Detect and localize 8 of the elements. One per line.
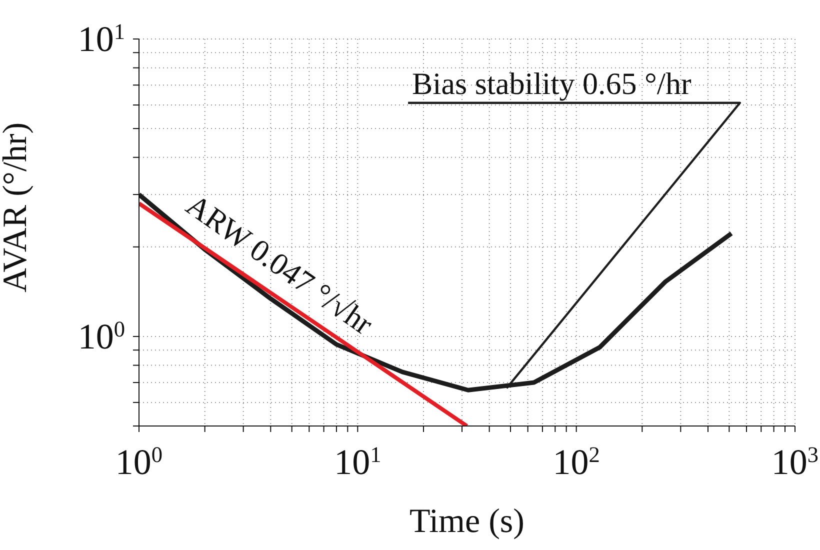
annotation: Bias stability 0.65 °/hr: [412, 66, 692, 101]
x-tick-label: 10$^{2}$: [552, 442, 600, 482]
x-tick-label: 10$^{3}$: [771, 442, 819, 482]
y-axis-title: AVAR (°/hr): [0, 122, 34, 292]
x-axis-title: Time (s): [410, 503, 524, 540]
x-tick-label: 10$^{1}$: [334, 442, 382, 482]
x-tick-label: 10$^{0}$: [115, 442, 163, 482]
annotation: ARW 0.047 °/√hr: [180, 187, 380, 342]
